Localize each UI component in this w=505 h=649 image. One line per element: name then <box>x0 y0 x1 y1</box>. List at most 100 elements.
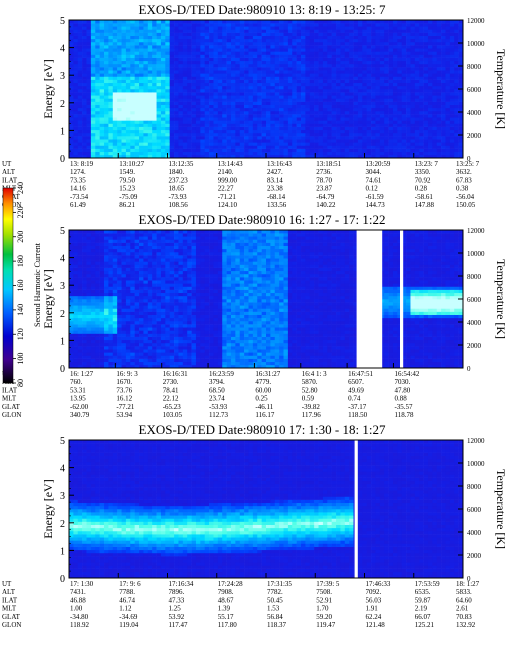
heatmap-cell <box>414 142 420 146</box>
heatmap-cell <box>147 346 153 350</box>
heatmap-cell <box>230 92 236 96</box>
heatmap-cell <box>121 261 127 265</box>
heatmap-cell <box>90 41 96 46</box>
heatmap-cell <box>213 123 219 127</box>
heatmap-cell <box>95 361 100 366</box>
info-cell: 22.27 <box>218 185 234 193</box>
heatmap-cell <box>95 267 100 272</box>
heatmap-cell <box>125 355 131 359</box>
heatmap-cell <box>301 126 306 131</box>
heatmap-cell <box>384 79 389 84</box>
heatmap-cell <box>104 317 109 322</box>
heatmap-cell <box>340 129 346 134</box>
heatmap-cell <box>143 73 149 77</box>
heatmap-cell <box>104 258 109 262</box>
heatmap-cell <box>392 85 398 90</box>
heatmap-cell <box>108 302 114 306</box>
heatmap-cell <box>283 67 289 71</box>
heatmap-cell <box>104 342 109 347</box>
heatmap-cell <box>104 145 109 149</box>
heatmap-cell <box>309 151 315 156</box>
heatmap-cell <box>257 51 262 55</box>
heatmap-cell <box>397 114 403 118</box>
heatmap-cell <box>296 98 302 102</box>
heatmap-cell <box>200 92 206 96</box>
heatmap-cell <box>244 20 249 24</box>
heatmap-cell <box>187 29 192 33</box>
heatmap-cell <box>423 70 429 74</box>
heatmap-cell <box>99 355 105 359</box>
heatmap-cell <box>314 67 319 71</box>
heatmap-cell <box>230 136 236 140</box>
heatmap-cell <box>82 349 87 353</box>
heatmap-cell <box>344 139 350 143</box>
heatmap-cell <box>270 151 276 156</box>
heatmap-cell <box>139 145 144 149</box>
heatmap-cell <box>371 70 376 74</box>
heatmap-cell <box>397 32 403 36</box>
heatmap-cell <box>423 132 429 137</box>
heatmap-cell <box>296 120 302 124</box>
heatmap-cell <box>357 89 363 93</box>
heatmap-cell <box>165 136 170 140</box>
heatmap-cell <box>349 41 354 46</box>
heatmap-cell <box>77 251 83 256</box>
heatmap-cell <box>182 54 188 58</box>
heatmap-cell <box>90 261 96 265</box>
heatmap-cell <box>266 29 271 33</box>
heatmap-cell <box>191 129 197 134</box>
heatmap-cell <box>121 289 127 294</box>
heatmap-cell <box>99 286 105 290</box>
heatmap-cell <box>427 114 433 118</box>
heatmap-cell <box>423 101 429 105</box>
heatmap-cell <box>454 41 459 46</box>
heatmap-cell <box>134 38 140 43</box>
heatmap-cell <box>112 352 118 356</box>
heatmap-cell <box>134 51 140 55</box>
heatmap-cell <box>252 154 258 159</box>
heatmap-cell <box>261 51 267 55</box>
heatmap-cell <box>160 95 166 99</box>
info-cell: 0.28 <box>415 185 428 193</box>
heatmap-cell <box>69 280 74 284</box>
heatmap-cell <box>191 148 197 153</box>
heatmap-cell <box>77 120 83 124</box>
heatmap-cell <box>410 101 416 105</box>
heatmap-cell <box>134 145 140 149</box>
heatmap-cell <box>152 283 157 287</box>
heatmap-cell <box>379 20 385 24</box>
heatmap-cell <box>73 129 79 134</box>
heatmap-cell <box>104 349 109 353</box>
heatmap-cell <box>104 324 109 328</box>
heatmap-cell <box>156 89 162 93</box>
heatmap-cell <box>195 41 201 46</box>
heatmap-cell <box>379 67 385 71</box>
heatmap-cell <box>82 20 87 24</box>
heatmap-cell <box>388 117 394 121</box>
heatmap-cell <box>117 361 122 366</box>
heatmap-cell <box>301 32 306 36</box>
heatmap-cell <box>95 92 100 96</box>
heatmap-cell <box>270 110 276 115</box>
heatmap-cell <box>147 277 153 281</box>
heatmap-cell <box>156 76 162 80</box>
heatmap-cell <box>156 67 162 71</box>
heatmap-cell <box>388 139 394 143</box>
heatmap-cell <box>353 139 359 143</box>
heatmap-cell <box>366 63 372 68</box>
heatmap-cell <box>90 120 96 124</box>
heatmap-cell <box>104 361 109 366</box>
heatmap-cell <box>104 230 109 234</box>
heatmap-cell <box>174 101 179 105</box>
heatmap-cell <box>427 26 433 30</box>
heatmap-cell <box>388 79 394 84</box>
heatmap-cell <box>112 85 118 90</box>
heatmap-cell <box>95 76 100 80</box>
heatmap-cell <box>257 107 262 112</box>
heatmap-cell <box>143 79 149 84</box>
heatmap-cell <box>384 107 389 112</box>
heatmap-cell <box>125 139 131 143</box>
info-cell: 13:12:35 <box>169 160 194 168</box>
heatmap-cell <box>73 236 79 240</box>
heatmap-cell <box>165 98 170 102</box>
